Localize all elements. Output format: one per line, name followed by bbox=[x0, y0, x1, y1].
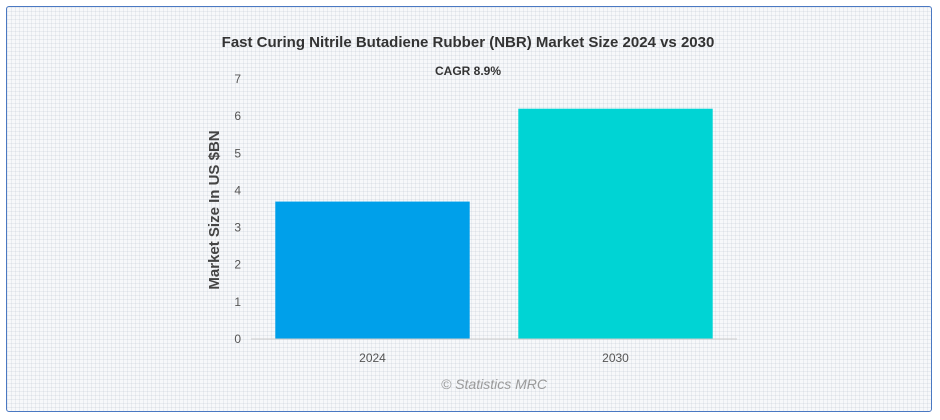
x-tick-label: 2030 bbox=[602, 351, 629, 365]
chart-subtitle: CAGR 8.9% bbox=[435, 64, 501, 78]
bar-2030[interactable] bbox=[518, 108, 713, 339]
chart-title: Fast Curing Nitrile Butadiene Rubber (NB… bbox=[222, 34, 715, 51]
x-axis: 2024 2030 bbox=[359, 351, 629, 365]
x-tick-label: 2024 bbox=[359, 351, 386, 365]
y-tick-label: 5 bbox=[234, 146, 241, 160]
y-tick-label: 6 bbox=[234, 109, 241, 123]
y-axis-label: Market Size In US $BN bbox=[206, 130, 223, 289]
y-tick-label: 3 bbox=[234, 221, 241, 235]
credit-text: © Statistics MRC bbox=[441, 376, 548, 392]
bar-2024[interactable] bbox=[275, 201, 470, 339]
y-tick-label: 4 bbox=[234, 183, 241, 197]
y-tick-label: 2 bbox=[234, 258, 241, 272]
y-tick-label: 1 bbox=[234, 295, 241, 309]
y-tick-label: 0 bbox=[234, 332, 241, 346]
y-tick-label: 7 bbox=[234, 72, 241, 86]
y-axis: 0 1 2 3 4 5 6 7 bbox=[234, 72, 241, 346]
bars bbox=[275, 108, 713, 339]
